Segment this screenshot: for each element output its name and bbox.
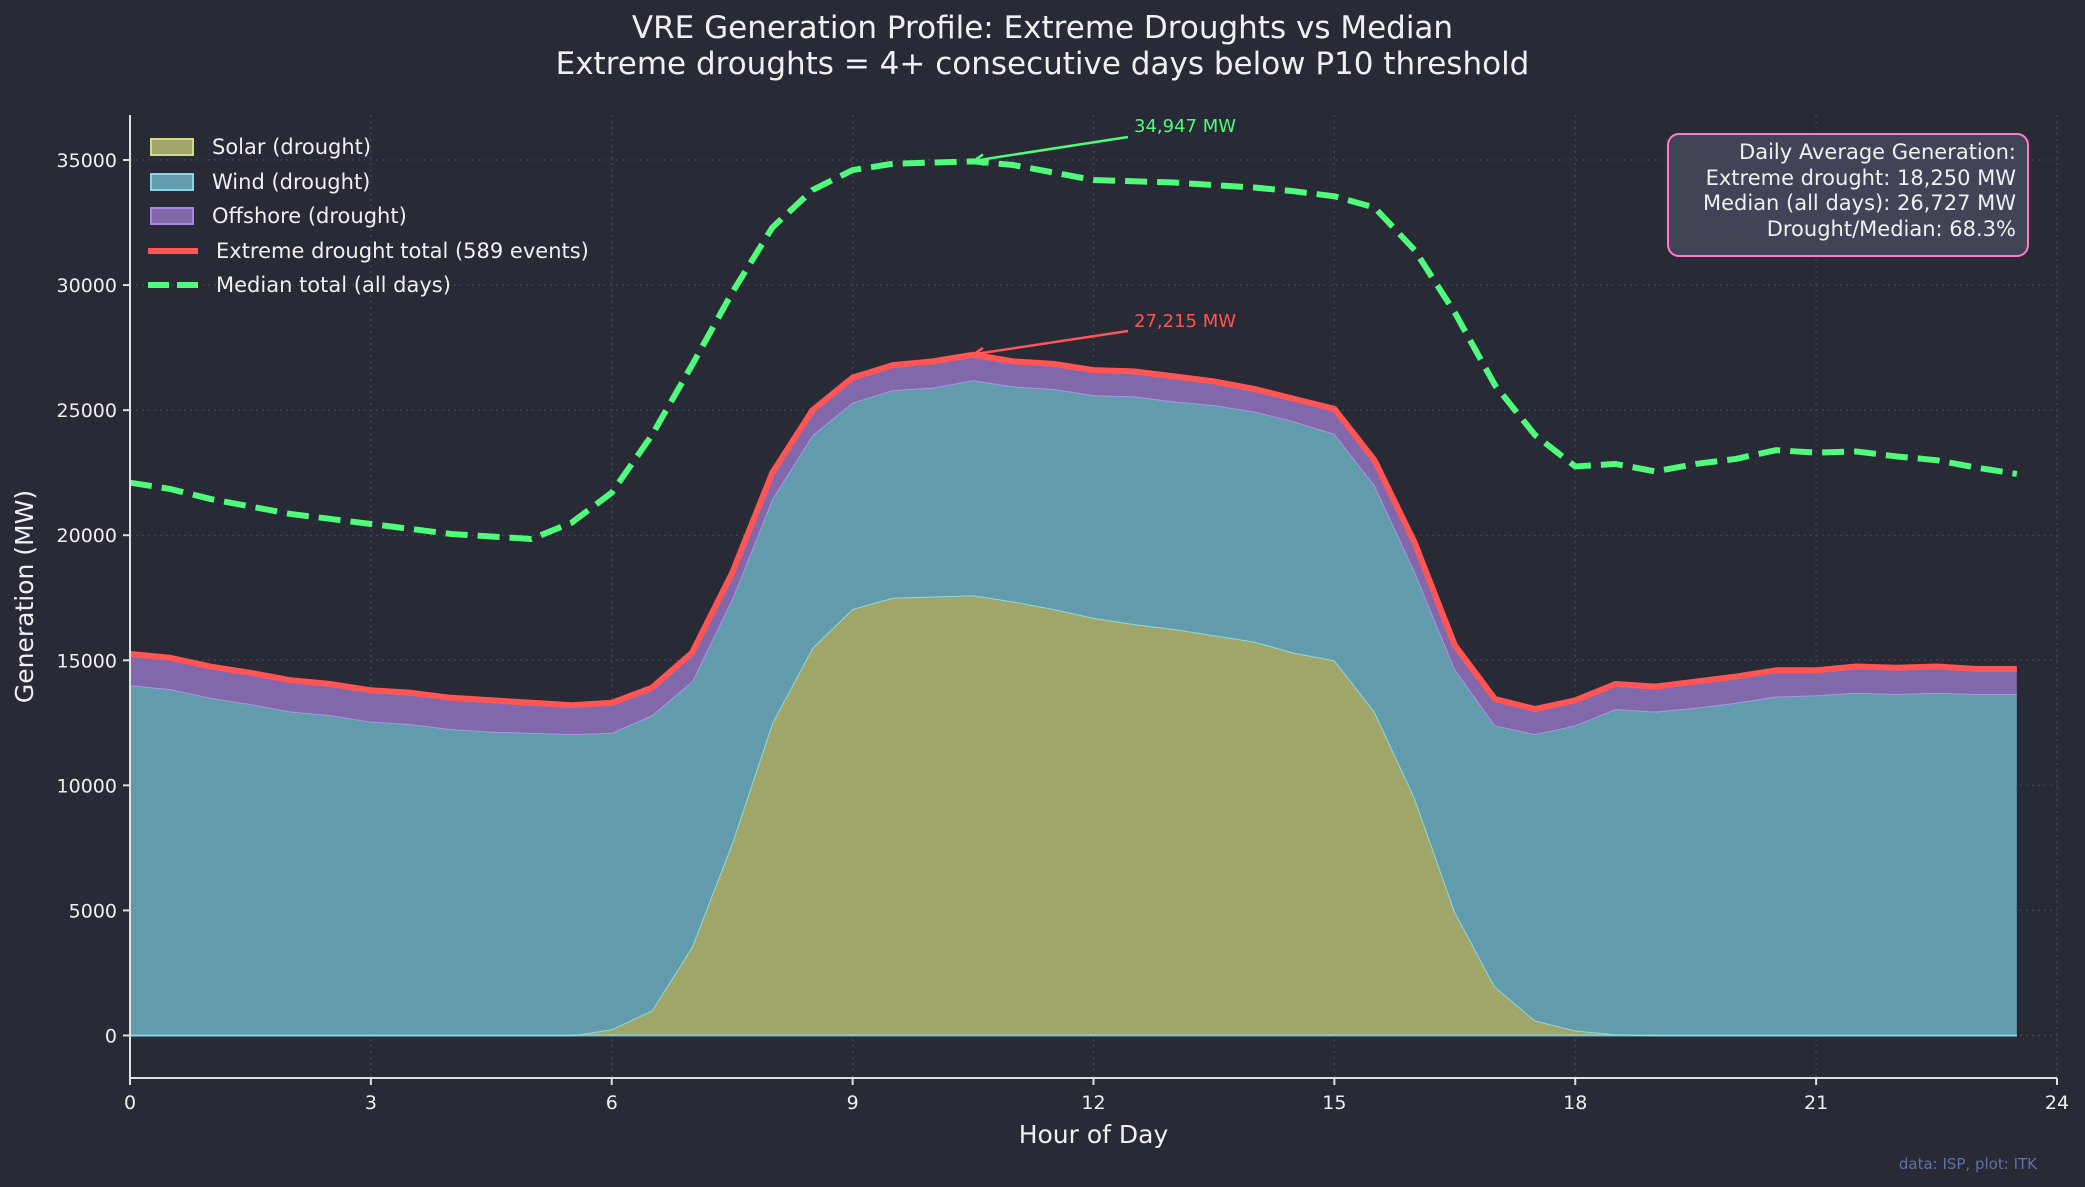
- area-offshore: [130, 354, 2017, 735]
- y-axis-label: Generation (MW): [10, 490, 39, 703]
- x-tick-label: 18: [1563, 1092, 1587, 1114]
- legend-item-wind: Wind (drought): [142, 165, 589, 200]
- chart-title: VRE Generation Profile: Extreme Droughts…: [631, 10, 1454, 46]
- infobox-ratio: Drought/Median: 68.3%: [1766, 216, 2016, 241]
- annotation-arrows: [970, 135, 1129, 360]
- y-tick-label: 20000: [57, 525, 117, 547]
- x-axis-label: Hour of Day: [1019, 1120, 1169, 1149]
- legend-label-offshore: Offshore (drought): [212, 204, 407, 229]
- legend-dash-median-total: [148, 282, 198, 289]
- legend-swatch-solar: [150, 138, 194, 157]
- legend-swatch-wind: [150, 172, 194, 191]
- legend-swatch-offshore: [150, 207, 194, 226]
- legend-label-solar: Solar (drought): [212, 135, 372, 160]
- x-tick-label: 6: [606, 1092, 618, 1114]
- legend-label-median-total: Median total (all days): [216, 273, 451, 298]
- area-solar: [130, 595, 2017, 1036]
- x-tick-label: 12: [1081, 1092, 1105, 1114]
- legend-item-drought-total: Extreme drought total (589 events): [142, 234, 589, 269]
- legend-line-drought-total: [148, 247, 198, 254]
- legend-item-offshore: Offshore (drought): [142, 199, 589, 234]
- x-tick-label: 3: [365, 1092, 377, 1114]
- y-tick-label: 0: [105, 1025, 117, 1047]
- x-tick-label: 9: [847, 1092, 859, 1114]
- legend-item-solar: Solar (drought): [142, 130, 589, 165]
- y-tick-label: 5000: [69, 900, 117, 922]
- infobox-median-average: Median (all days): 26,727 MW: [1702, 191, 2016, 215]
- x-tick-label: 24: [2045, 1092, 2069, 1114]
- summary-infobox: Daily Average Generation: Extreme drough…: [1667, 133, 2029, 257]
- y-tick-label: 35000: [57, 150, 117, 172]
- legend: Solar (drought) Wind (drought) Offshore …: [142, 130, 589, 303]
- annotation-drought-peak: 27,215 MW: [1134, 311, 1237, 332]
- legend-label-drought-total: Extreme drought total (589 events): [216, 238, 589, 263]
- legend-item-median-total: Median total (all days): [142, 268, 589, 303]
- line-median-total: [129, 158, 2018, 542]
- x-tick-label: 21: [1804, 1092, 1828, 1114]
- annotation-arrow-line: [976, 329, 1129, 355]
- chart-subtitle: Extreme droughts = 4+ consecutive days b…: [555, 46, 1530, 82]
- annotation-median-peak: 34,947 MW: [1134, 116, 1237, 137]
- infobox-heading: Daily Average Generation:: [1739, 140, 2016, 164]
- credit-text: data: ISP, plot: ITK: [1898, 1155, 2037, 1173]
- legend-label-wind: Wind (drought): [212, 169, 371, 194]
- annotation-arrow-head: [970, 346, 985, 360]
- lines: [129, 158, 2018, 713]
- line-drought-total: [129, 351, 2017, 713]
- x-tick-label: 0: [124, 1092, 136, 1114]
- axes: 0 3 6 9 12 15 18 21 24 0 5000 10000 15000 20000 25000 3…: [10, 115, 2069, 1149]
- y-tick-label: 30000: [57, 275, 117, 297]
- annotation-arrow-line: [976, 135, 1129, 162]
- area-wind: [130, 380, 2017, 1036]
- infobox-drought-average: Extreme drought: 18,250 MW: [1705, 165, 2016, 190]
- y-tick-label: 15000: [57, 650, 117, 672]
- y-tick-label: 25000: [57, 400, 117, 422]
- y-tick-label: 10000: [57, 775, 117, 797]
- x-tick-label: 15: [1322, 1092, 1346, 1114]
- annotation-arrow-head: [970, 153, 985, 167]
